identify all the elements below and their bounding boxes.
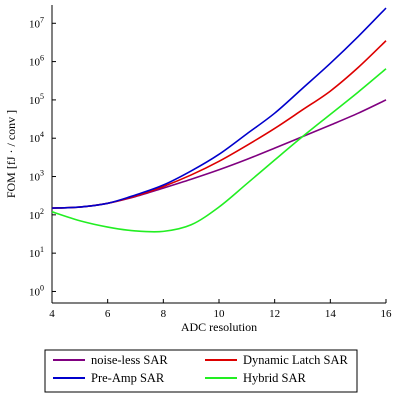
y-tick-exponent: 4 (40, 130, 44, 139)
legend-label-noise-less-sar: noise-less SAR (91, 353, 168, 367)
x-tick-label: 16 (381, 308, 393, 320)
legend-label-dynamic-latch-sar: Dynamic Latch SAR (243, 353, 349, 367)
x-tick-label: 14 (325, 308, 337, 320)
y-tick-label: 107 (29, 15, 44, 30)
y-tick-label: 103 (29, 169, 44, 184)
y-tick-exponent: 6 (40, 54, 44, 63)
y-tick-base: 10 (29, 18, 41, 30)
y-tick-label: 102 (29, 207, 44, 222)
series-lines (51, 7, 387, 233)
y-tick-exponent: 7 (40, 15, 44, 24)
y-tick-label: 105 (29, 92, 44, 107)
legend-label-pre-amp-sar: Pre-Amp SAR (91, 371, 165, 385)
y-tick-label: 106 (29, 54, 44, 69)
x-axis-label: ADC resolution (181, 320, 257, 334)
y-tick-base: 10 (29, 172, 41, 184)
y-tick-base: 10 (29, 286, 41, 298)
x-tick-label: 8 (161, 308, 167, 320)
y-axis-label: FOM [fJ · / conv ] (4, 110, 18, 198)
y-tick-exponent: 2 (40, 207, 44, 216)
y-tick-exponent: 5 (40, 92, 44, 101)
series-line-hybrid-sar (51, 68, 387, 233)
y-tick-label: 104 (29, 130, 44, 145)
y-tick-label: 101 (29, 245, 44, 260)
y-tick-exponent: 3 (40, 169, 44, 178)
y-tick-base: 10 (29, 57, 41, 69)
series-line-pre-amp-sar (51, 7, 387, 209)
y-tick-label: 100 (29, 283, 44, 298)
legend: noise-less SAR Dynamic Latch SAR Pre-Amp S… (44, 349, 358, 393)
x-tick-label: 4 (49, 308, 55, 320)
y-tick-exponent: 0 (40, 283, 44, 292)
series-line-dynamic-latch-sar (51, 40, 387, 209)
y-tick-base: 10 (29, 95, 41, 107)
x-tick-label: 12 (269, 308, 280, 320)
y-tick-exponent: 1 (40, 245, 44, 254)
x-tick-label: 6 (105, 308, 111, 320)
x-tick-label: 10 (214, 308, 226, 320)
legend-label-hybrid-sar: Hybrid SAR (243, 371, 307, 385)
y-tick-base: 10 (29, 133, 41, 145)
y-tick-base: 10 (29, 248, 41, 260)
legend-box (44, 349, 358, 393)
y-tick-base: 10 (29, 210, 41, 222)
